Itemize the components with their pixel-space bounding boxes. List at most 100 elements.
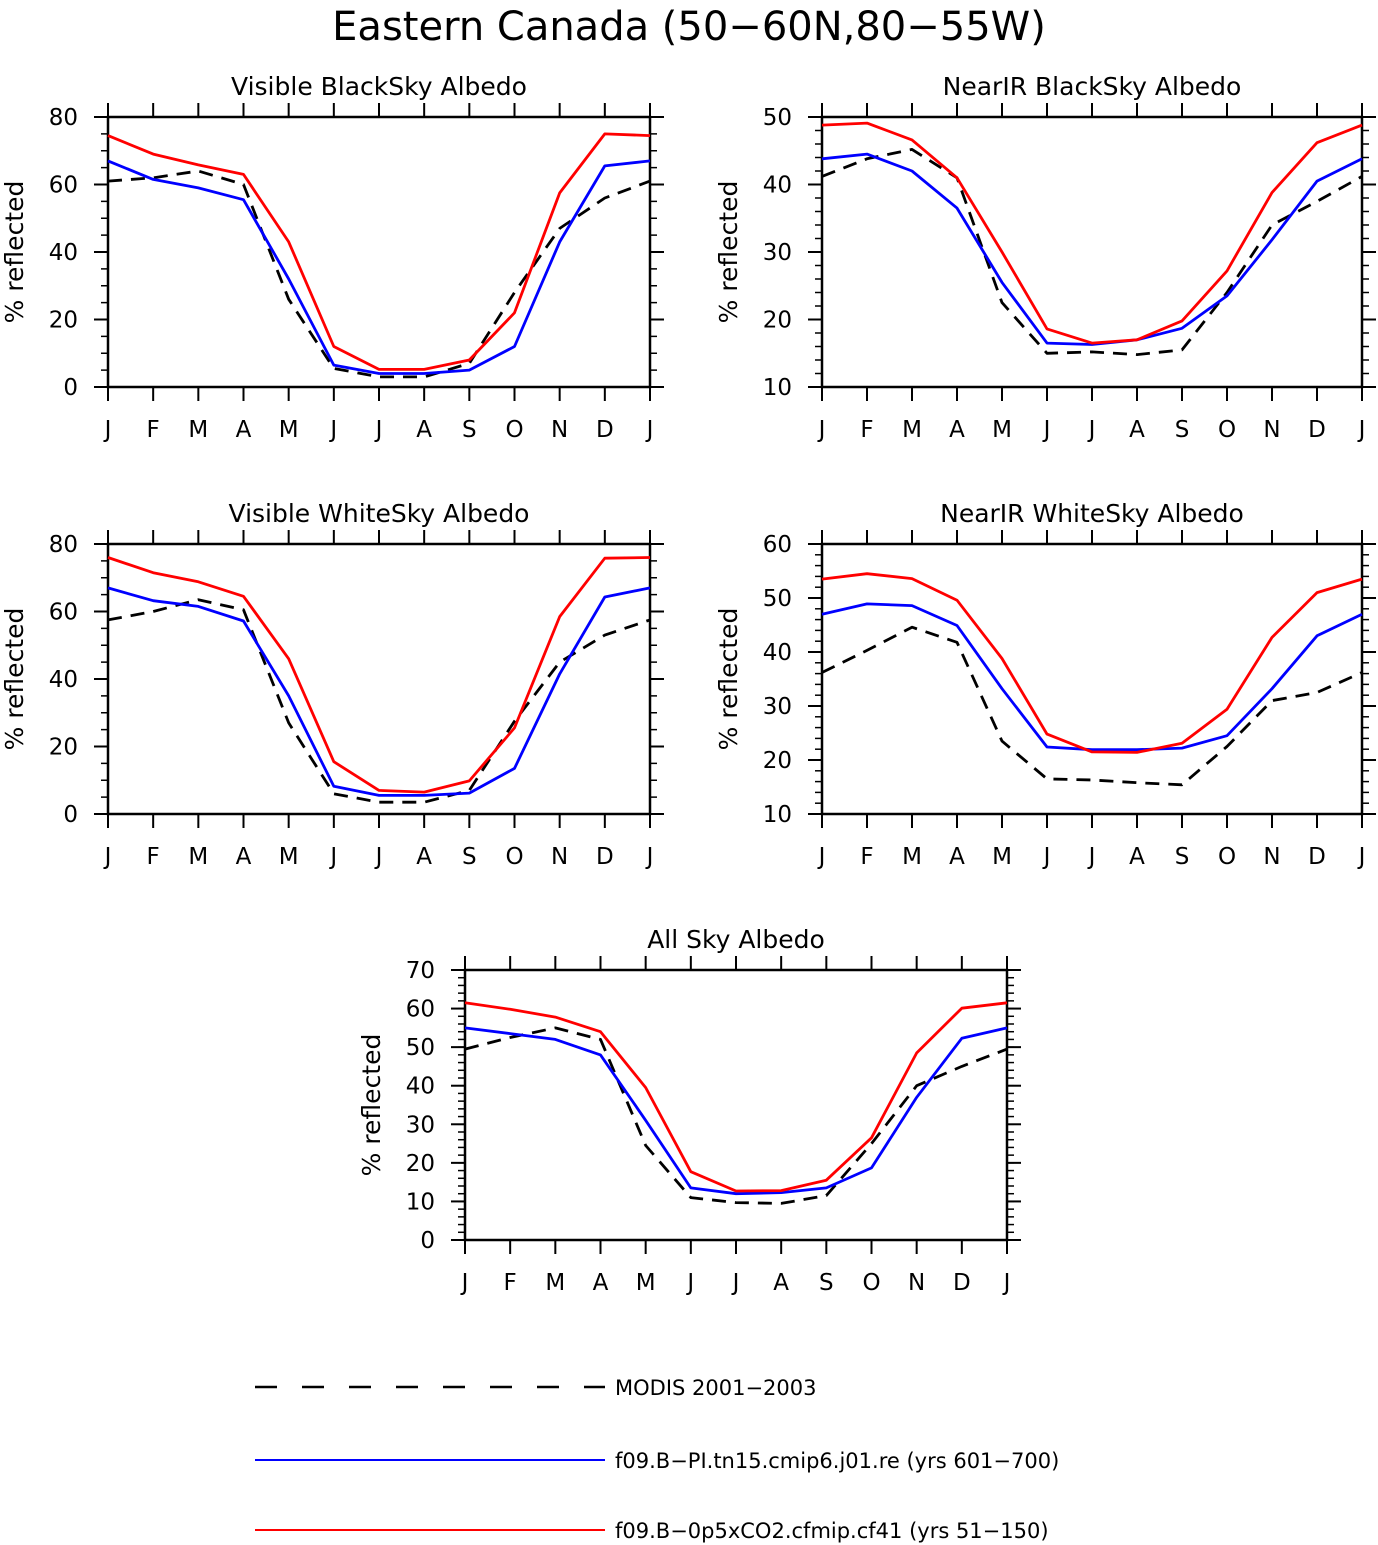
x-tick-label: J [103,417,112,443]
y-tick-label: 40 [763,640,792,666]
x-tick-label: J [460,1270,469,1296]
x-tick-label: N [1263,417,1280,443]
panel-title: Visible BlackSky Albedo [231,72,527,101]
series-line-1 [107,169,651,379]
legend-label: MODIS 2001−2003 [615,1376,817,1400]
x-tick-label: J [817,417,826,443]
legend-item-3: f09.B−0p5xCO2.cfmip.cf41 (yrs 51−150) [255,1519,1049,1543]
chart-nearir-blacksky-albedo: NearIR BlackSky Albedo J F M A M J J A S O N D J 10 20 3… [714,72,1376,443]
y-tick-label: 0 [420,1228,435,1254]
series-line-3 [821,572,1363,754]
x-tick-label: A [416,417,432,443]
x-tick-label: F [147,844,160,870]
panel-title: Visible WhiteSky Albedo [229,499,530,528]
series-line-3 [821,121,1363,345]
x-tick-label: A [949,844,965,870]
x-tick-label: J [328,417,337,443]
y-tick-label: 40 [49,240,78,266]
series-line-1 [107,598,651,804]
figure-title: Eastern Canada (50−60N,80−55W) [332,4,1046,50]
x-tick-label: M [902,844,922,870]
y-tick-label: 10 [763,802,792,828]
legend-item-1: MODIS 2001−2003 [255,1376,817,1400]
x-tick-label: J [731,1270,740,1296]
legend: MODIS 2001−2003 f09.B−PI.tn15.cmip6.j01.r… [255,1376,1059,1543]
y-tick-label: 60 [406,997,435,1023]
y-tick-label: 80 [49,105,78,131]
x-tick-label: F [860,417,873,443]
x-tick-label: A [236,844,252,870]
series-line-1 [821,625,1363,787]
x-tick-label: S [1175,844,1190,870]
y-tick-label: 60 [49,600,78,626]
x-tick-label: J [103,844,112,870]
x-tick-label: A [949,417,965,443]
series-line-1 [464,1026,1008,1205]
x-tick-label: D [596,844,614,870]
x-tick-label: O [505,844,523,870]
x-tick-label: O [505,417,523,443]
panel-title: All Sky Albedo [647,925,825,954]
y-tick-label: 30 [763,240,792,266]
x-tick-label: J [374,844,383,870]
y-tick-label: 10 [406,1189,435,1215]
y-tick-label: 60 [49,173,78,199]
x-tick-label: N [1263,844,1280,870]
y-tick-label: 20 [406,1151,435,1177]
x-tick-label: D [1308,844,1326,870]
y-tick-label: 30 [763,694,792,720]
x-tick-label: J [1357,844,1366,870]
legend-label: f09.B−0p5xCO2.cfmip.cf41 (yrs 51−150) [615,1519,1049,1543]
x-tick-label: A [593,1270,609,1296]
x-tick-label: N [551,844,568,870]
x-tick-label: M [188,417,208,443]
y-tick-label: 10 [763,375,792,401]
y-tick-label: 20 [49,308,78,334]
y-tick-label: 40 [763,173,792,199]
series-line-2 [464,1026,1008,1196]
x-tick-label: M [992,844,1012,870]
x-tick-label: S [462,417,477,443]
x-tick-label: D [953,1270,971,1296]
x-tick-label: A [236,417,252,443]
x-tick-label: S [819,1270,834,1296]
panel-title: NearIR WhiteSky Albedo [940,499,1244,528]
y-tick-label: 60 [763,532,792,558]
x-tick-label: S [1175,417,1190,443]
y-tick-label: 50 [763,586,792,612]
legend-label: f09.B−PI.tn15.cmip6.j01.re (yrs 601−700) [615,1449,1059,1473]
x-tick-label: F [860,844,873,870]
x-tick-label: J [645,844,654,870]
x-tick-label: J [1042,844,1051,870]
x-tick-label: A [1129,844,1145,870]
panel-title: NearIR BlackSky Albedo [943,72,1242,101]
x-tick-label: J [1087,417,1096,443]
chart-nearir-whitesky-albedo: NearIR WhiteSky Albedo J F M A M J J A S O N D J 10 20 3… [714,499,1376,870]
x-tick-label: A [416,844,432,870]
x-tick-label: M [188,844,208,870]
x-tick-label: N [908,1270,925,1296]
y-tick-label: 40 [49,667,78,693]
y-tick-label: 20 [763,308,792,334]
x-tick-label: O [862,1270,880,1296]
series-line-2 [821,602,1363,752]
x-tick-label: F [504,1270,517,1296]
y-axis-label: % reflected [714,608,743,751]
x-tick-label: D [1308,417,1326,443]
x-tick-label: A [1129,417,1145,443]
series-line-2 [107,586,651,797]
x-tick-label: M [545,1270,565,1296]
x-tick-label: J [328,844,337,870]
y-tick-label: 20 [49,735,78,761]
series-line-1 [821,147,1363,357]
x-tick-label: J [817,844,826,870]
x-tick-label: D [596,417,614,443]
x-tick-label: M [902,417,922,443]
plot-frame [106,542,652,816]
plot-frame [820,115,1364,389]
legend-item-2: f09.B−PI.tn15.cmip6.j01.re (yrs 601−700) [255,1449,1059,1473]
